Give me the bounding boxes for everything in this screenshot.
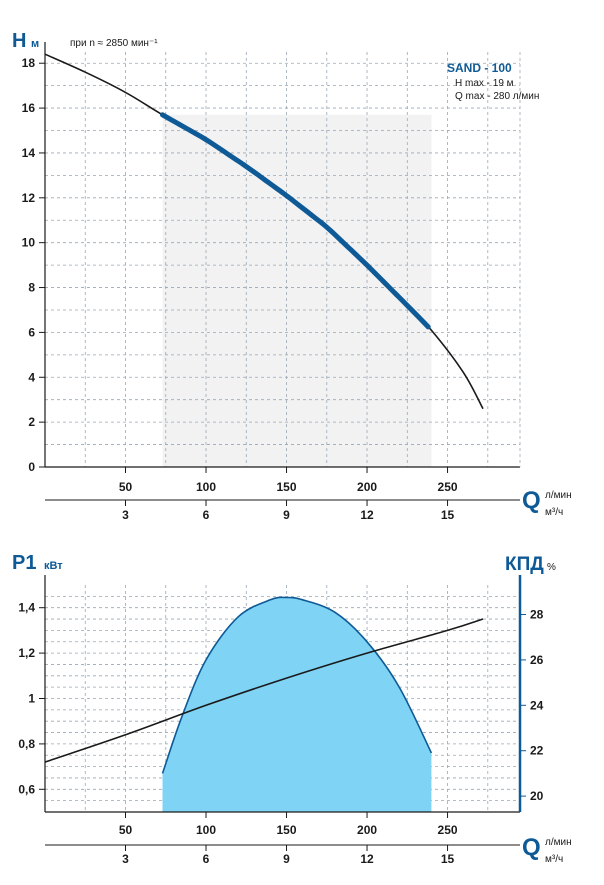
y-axis-unit: кВт (44, 560, 63, 572)
y-tick-label: 0,8 (18, 737, 35, 751)
x-unit-lmin: л/мин (545, 490, 572, 501)
x-tick-label: 250 (438, 480, 458, 494)
y-tick-label: 14 (22, 146, 36, 160)
y-axis-unit: м (31, 38, 39, 50)
y-tick-label: 16 (22, 101, 36, 115)
x-unit-lmin: л/мин (545, 837, 572, 848)
x-tick-label: 100 (196, 823, 216, 837)
x-tick-label: 50 (119, 823, 133, 837)
x-tick-label: 250 (438, 823, 458, 837)
operating-range-shade (162, 114, 432, 467)
x-tick-label: 150 (277, 823, 297, 837)
power-curve (44, 618, 484, 763)
x-axis-title: Q (522, 487, 541, 514)
efficiency-area (162, 597, 432, 812)
y2-axis-title: КПД (505, 554, 544, 575)
x-tick-label: 200 (357, 823, 377, 837)
y-tick-label: 1,4 (18, 601, 35, 615)
x2-tick-label: 9 (283, 508, 290, 522)
x2-tick-label: 6 (203, 508, 210, 522)
power-efficiency-chart: 0,6 0,8 1 1,2 1,4 20 22 24 26 28 50 100 150 200 250 3 6 9… (12, 552, 572, 866)
y2-tick-label: 28 (530, 608, 544, 622)
x2-tick-label: 3 (122, 508, 129, 522)
x2-tick-label: 12 (360, 508, 374, 522)
head-curve-operating-segment (160, 112, 431, 330)
x2-tick-label: 9 (283, 852, 290, 866)
y2-tick-label: 24 (530, 698, 544, 712)
y-tick-label: 12 (22, 191, 36, 205)
y-tick-label: 8 (28, 281, 35, 295)
x2-tick-label: 15 (441, 852, 455, 866)
y-tick-label: 10 (22, 236, 36, 250)
y-tick-label: 0,6 (18, 782, 35, 796)
y-tick-label: 1 (28, 692, 35, 706)
y2-tick-label: 22 (530, 744, 544, 758)
y-tick-label: 0 (28, 460, 35, 474)
x2-tick-label: 15 (441, 508, 455, 522)
y2-axis-unit: % (547, 562, 556, 573)
q-max-note: Q max - 280 л/мин (455, 91, 539, 102)
x2-tick-label: 3 (122, 852, 129, 866)
y2-tick-label: 20 (530, 789, 544, 803)
y-tick-label: 2 (28, 415, 35, 429)
x-unit-m3h: м³/ч (545, 854, 563, 865)
y-tick-label: 6 (28, 325, 35, 339)
y-tick-label: 18 (22, 56, 36, 70)
x-tick-label: 50 (119, 480, 133, 494)
y2-tick-label: 26 (530, 653, 544, 667)
y-tick-label: 1,2 (18, 646, 35, 660)
x2-tick-label: 6 (203, 852, 210, 866)
h-max-note: H max - 19 м (455, 78, 514, 89)
x-unit-m3h: м³/ч (545, 507, 563, 518)
head-flow-chart: 0 2 4 6 8 10 12 14 16 18 50 100 150 200 250 3 6 9 12 15 H м пр… (12, 30, 572, 522)
efficiency-curve (161, 596, 433, 774)
x-tick-label: 100 (196, 480, 216, 494)
model-name: SAND - 100 (447, 61, 512, 75)
x2-tick-label: 12 (360, 852, 374, 866)
y-axis-title: H (12, 30, 26, 52)
y-axis-title: P1 (12, 552, 36, 574)
x-tick-label: 150 (277, 480, 297, 494)
x-tick-label: 200 (357, 480, 377, 494)
x-axis-title: Q (522, 834, 541, 861)
speed-note: при n ≈ 2850 мин⁻¹ (70, 38, 158, 49)
y-tick-label: 4 (28, 370, 35, 384)
